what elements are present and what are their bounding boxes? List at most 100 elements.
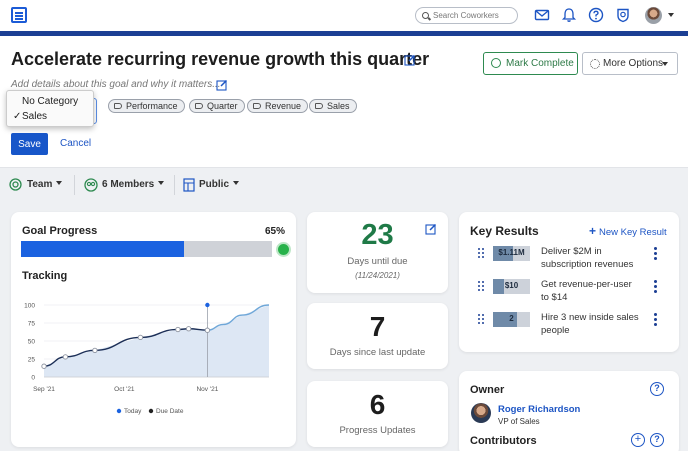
- contributors-help-icon[interactable]: ?: [650, 433, 664, 447]
- plus-icon: +: [589, 224, 597, 238]
- goal-description-placeholder[interactable]: Add details about this goal and why it m…: [11, 79, 221, 90]
- y-tick-label: 75: [28, 321, 36, 328]
- key-result-value: 2: [509, 314, 514, 323]
- due-date: (11/24/2021): [355, 271, 400, 280]
- key-result-row[interactable]: $1.11M Deliver $2M in subscription revenu…: [472, 245, 667, 275]
- save-button[interactable]: Save: [11, 133, 48, 155]
- more-options-label: More Options: [603, 58, 664, 69]
- key-result-row[interactable]: 2 Hire 3 new inside sales people: [472, 311, 667, 341]
- help-icon[interactable]: [588, 7, 604, 23]
- key-result-progress-fill: [493, 312, 517, 327]
- divider: [174, 175, 175, 195]
- divider: [74, 175, 75, 195]
- badge-icon[interactable]: [615, 7, 631, 23]
- key-result-text[interactable]: Deliver $2M in subscription revenues: [541, 246, 634, 270]
- visibility-icon: [183, 178, 195, 192]
- key-result-row[interactable]: $10 Get revenue-per-user to $14: [472, 278, 667, 308]
- y-tick-label: 100: [24, 303, 35, 310]
- key-result-progress-fill: [493, 246, 513, 261]
- tag-performance[interactable]: Performance: [108, 99, 185, 113]
- new-key-result-button[interactable]: + New Key Result: [589, 224, 667, 238]
- chevron-down-icon: [56, 181, 63, 185]
- key-results-heading: Key Results: [470, 224, 539, 238]
- category-option-no-category[interactable]: No Category: [7, 94, 95, 109]
- search-placeholder: Search Coworkers: [433, 11, 499, 20]
- chevron-down-icon: [158, 181, 165, 185]
- days-since-update-value: 7: [369, 311, 386, 342]
- edit-due-date-icon[interactable]: [425, 223, 437, 235]
- option-label: No Category: [22, 96, 79, 107]
- progress-updates-value: 6: [369, 389, 386, 420]
- add-contributor-icon[interactable]: +: [631, 433, 645, 447]
- edit-description-icon[interactable]: [216, 79, 228, 91]
- legend-due-label: Due Date: [156, 408, 184, 415]
- members-icon: [84, 178, 98, 192]
- contributors-heading: Contributors: [470, 435, 537, 447]
- more-vertical-icon[interactable]: [654, 313, 658, 326]
- owner-heading: Owner: [470, 384, 505, 396]
- key-result-text[interactable]: Get revenue-per-user to $14: [541, 279, 632, 303]
- chevron-down-icon[interactable]: [668, 13, 674, 17]
- category-dropdown-menu: No Category ✓ Sales: [6, 90, 94, 127]
- goal-title[interactable]: Accelerate recurring revenue growth this…: [11, 49, 430, 69]
- days-until-due-label: Days until due: [347, 256, 408, 267]
- chevron-down-icon: [662, 62, 668, 66]
- owner-avatar[interactable]: [471, 403, 491, 423]
- goal-progress-bar: [21, 241, 272, 257]
- drag-handle-icon[interactable]: [478, 314, 484, 324]
- owner-name[interactable]: Roger Richardson: [498, 404, 581, 415]
- mail-icon[interactable]: [534, 7, 550, 23]
- progress-percent: 65%: [265, 226, 286, 237]
- team-label: Team: [27, 179, 53, 190]
- progress-updates-card: 6 Progress Updates: [307, 381, 448, 447]
- cancel-button[interactable]: Cancel: [60, 138, 92, 149]
- members-dropdown[interactable]: 6 Members: [102, 179, 165, 190]
- more-options-button[interactable]: More Options: [582, 52, 678, 75]
- drag-handle-icon[interactable]: [478, 281, 484, 291]
- y-tick-label: 50: [28, 339, 36, 346]
- tag-label: Revenue: [265, 101, 302, 111]
- x-tick-label: Nov '21: [196, 386, 218, 393]
- data-point: [62, 354, 69, 360]
- option-label: Sales: [22, 111, 48, 122]
- days-until-due-card: 23 Days until due (11/24/2021): [307, 212, 448, 293]
- data-point: [41, 363, 47, 369]
- more-vertical-icon[interactable]: [654, 247, 658, 260]
- new-key-result-label: New Key Result: [599, 227, 667, 238]
- key-result-progress-fill: [493, 279, 504, 294]
- visibility-label: Public: [199, 179, 230, 190]
- data-point: [185, 326, 192, 332]
- category-option-sales[interactable]: ✓ Sales: [7, 109, 95, 124]
- progress-updates-label: Progress Updates: [339, 425, 416, 436]
- y-tick-label: 0: [31, 375, 35, 382]
- mark-complete-label: Mark Complete: [506, 58, 574, 69]
- goal-progress-heading: Goal Progress: [22, 225, 98, 237]
- goal-header: Accelerate recurring revenue growth this…: [0, 36, 688, 167]
- tag-label: Sales: [327, 101, 350, 111]
- tag-quarter[interactable]: Quarter: [189, 99, 245, 113]
- today-marker: [205, 302, 210, 308]
- drag-handle-icon[interactable]: [478, 248, 484, 258]
- tag-sales[interactable]: Sales: [309, 99, 357, 113]
- gear-icon: [590, 59, 600, 69]
- tracking-heading: Tracking: [22, 270, 68, 282]
- key-result-text[interactable]: Hire 3 new inside sales people: [541, 312, 639, 336]
- edit-title-icon[interactable]: [404, 54, 416, 66]
- data-point: [137, 334, 144, 341]
- tag-revenue[interactable]: Revenue: [247, 99, 309, 113]
- key-result-progress: $1.11M: [493, 246, 530, 261]
- bell-icon[interactable]: [561, 7, 577, 23]
- team-dropdown[interactable]: Team: [27, 179, 63, 190]
- tag-icon: [253, 103, 261, 109]
- tag-label: Quarter: [207, 101, 238, 111]
- owner-help-icon[interactable]: ?: [650, 382, 664, 396]
- user-avatar[interactable]: [645, 7, 662, 24]
- tag-label: Performance: [126, 101, 178, 111]
- mark-complete-button[interactable]: Mark Complete: [483, 52, 578, 75]
- search-coworkers-input[interactable]: Search Coworkers: [415, 7, 518, 24]
- menu-icon[interactable]: [11, 7, 27, 23]
- data-point: [92, 347, 98, 354]
- tag-icon: [195, 103, 203, 109]
- visibility-dropdown[interactable]: Public: [199, 179, 240, 190]
- more-vertical-icon[interactable]: [654, 280, 658, 293]
